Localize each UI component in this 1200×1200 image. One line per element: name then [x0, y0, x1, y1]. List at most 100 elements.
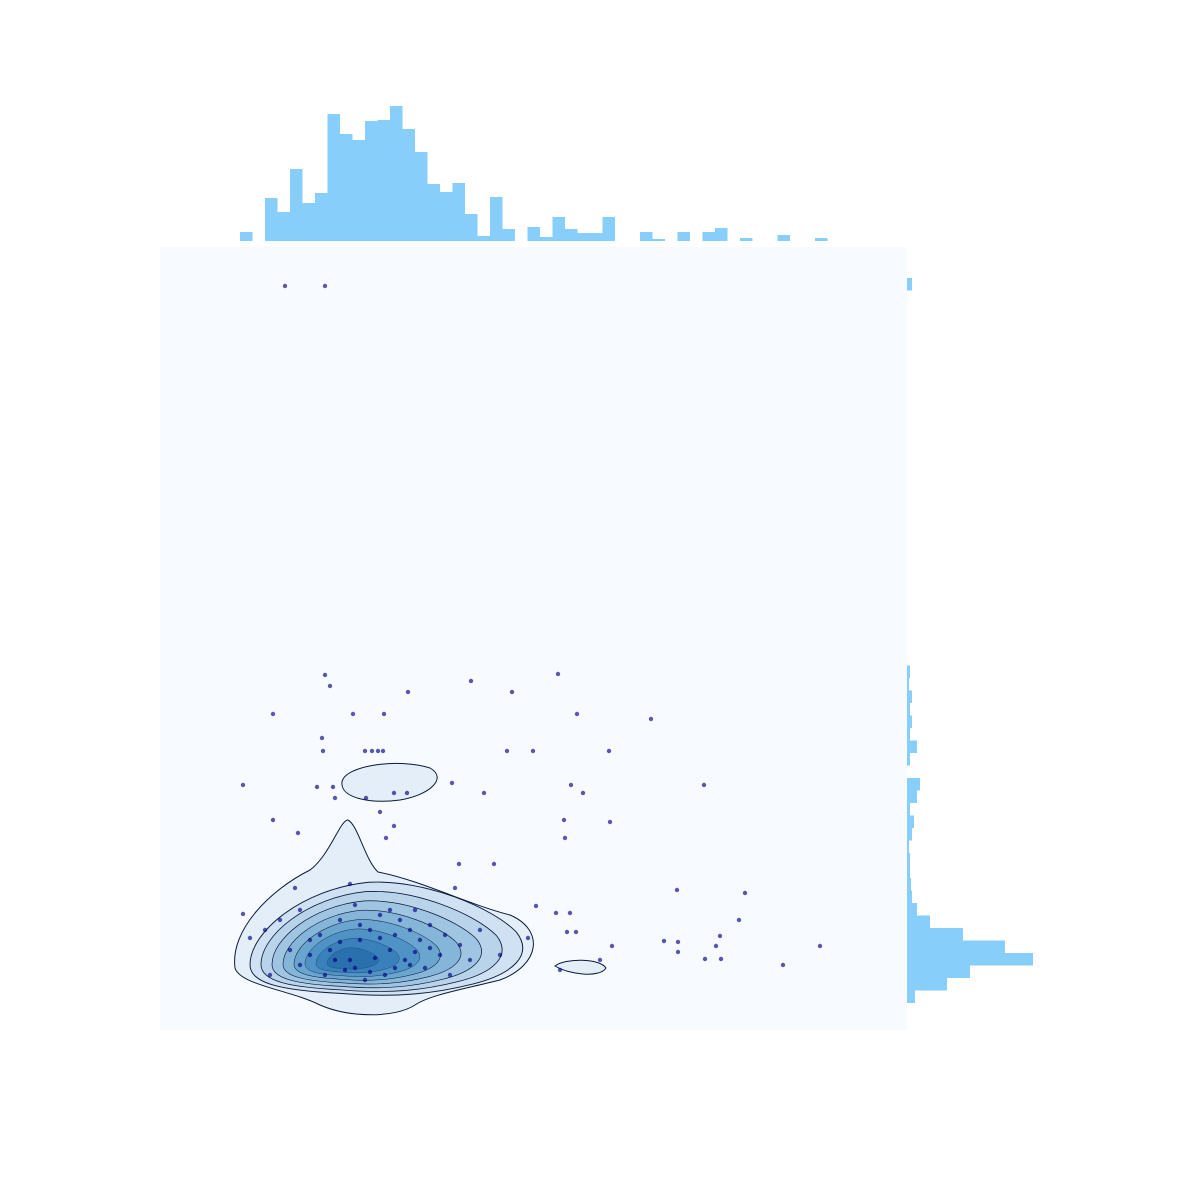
scatter-point	[392, 965, 398, 971]
scatter-point	[347, 957, 353, 963]
scatter-point	[427, 945, 433, 951]
histogram-bar	[640, 232, 653, 241]
scatter-point	[387, 947, 393, 953]
scatter-point	[509, 689, 515, 695]
scatter-point	[555, 671, 561, 677]
scatter-point	[780, 962, 786, 968]
scatter-point	[567, 910, 573, 916]
scatter-point	[297, 907, 303, 913]
scatter-point	[497, 952, 503, 958]
histogram-bar	[907, 828, 912, 841]
scatter-point	[297, 962, 303, 968]
scatter-point	[372, 955, 378, 961]
histogram-bar	[815, 238, 828, 241]
scatter-point	[320, 748, 326, 754]
scatter-point	[347, 881, 353, 887]
histogram-bar	[465, 214, 478, 241]
kde-contour	[554, 959, 607, 975]
scatter-point	[568, 782, 574, 788]
scatter-point	[491, 861, 497, 867]
scatter-point	[702, 956, 708, 962]
scatter-point	[383, 835, 389, 841]
histogram-bar	[477, 236, 490, 241]
histogram-bar	[390, 106, 403, 241]
histogram-bar	[907, 840, 909, 853]
scatter-point	[277, 917, 283, 923]
histogram-bar	[907, 853, 910, 866]
histogram-bar	[552, 217, 565, 241]
histogram-bar	[907, 815, 914, 828]
histogram-bar	[907, 928, 963, 941]
scatter-point	[382, 972, 388, 978]
scatter-point	[295, 830, 301, 836]
histogram-bar	[340, 134, 353, 241]
scatter-point	[449, 780, 455, 786]
histogram-bar	[907, 903, 917, 916]
scatter-point	[322, 672, 328, 678]
scatter-point	[330, 784, 336, 790]
scatter-point	[322, 283, 328, 289]
scatter-point	[437, 952, 443, 958]
histogram-bar	[302, 203, 315, 241]
scatter-point	[402, 957, 408, 963]
scatter-point	[481, 790, 487, 796]
histogram-bar	[265, 198, 278, 241]
scatter-point	[404, 790, 410, 796]
histogram-bar	[327, 114, 340, 241]
histogram-bar	[440, 192, 453, 241]
histogram-bar	[352, 140, 365, 241]
scatter-point	[553, 910, 559, 916]
histogram-bar	[427, 184, 440, 241]
scatter-point	[267, 972, 273, 978]
histogram-bar	[907, 703, 910, 716]
scatter-point	[332, 957, 338, 963]
scatter-point	[367, 927, 373, 933]
kde-contours	[234, 762, 607, 1016]
histogram-bar	[740, 238, 753, 241]
histogram-bar	[590, 233, 603, 241]
histogram-bar	[907, 978, 947, 991]
scatter-point	[380, 748, 386, 754]
histogram-bar	[377, 120, 390, 241]
scatter-point	[422, 965, 428, 971]
histogram-bar	[907, 715, 912, 728]
scatter-point	[327, 947, 333, 953]
scatter-point	[477, 927, 483, 933]
scatter-point	[362, 748, 368, 754]
scatter-point	[564, 929, 570, 935]
histogram-bar	[907, 665, 910, 678]
scatter-point	[561, 817, 567, 823]
histogram-bar	[907, 678, 909, 691]
scatter-point	[342, 967, 348, 973]
scatter-point	[317, 932, 323, 938]
scatter-point	[381, 711, 387, 717]
scatter-point	[580, 790, 586, 796]
scatter-point	[442, 932, 448, 938]
histogram-bar	[315, 193, 328, 241]
scatter-point	[412, 907, 418, 913]
histogram-bar	[602, 217, 615, 241]
scatter-point	[397, 917, 403, 923]
scatter-point	[407, 927, 413, 933]
histogram-bar	[907, 940, 1005, 953]
histogram-bar	[277, 212, 290, 241]
histogram-bar	[907, 803, 910, 816]
scatter-point	[262, 927, 268, 933]
scatter-point	[287, 947, 293, 953]
scatter-point	[562, 835, 568, 841]
scatter-point	[452, 885, 458, 891]
histogram-bar	[702, 232, 715, 241]
scatter-point	[292, 885, 298, 891]
scatter-point	[391, 823, 397, 829]
scatter-point	[337, 939, 343, 945]
histogram-bar	[415, 152, 428, 241]
scatter-point	[270, 711, 276, 717]
histogram-bar	[907, 740, 917, 753]
scatter-point	[377, 912, 383, 918]
histogram-bar	[907, 990, 915, 1003]
histogram-bar	[490, 197, 503, 241]
scatter-point	[307, 937, 313, 943]
scatter-point	[736, 917, 742, 923]
scatter-point	[387, 907, 393, 913]
